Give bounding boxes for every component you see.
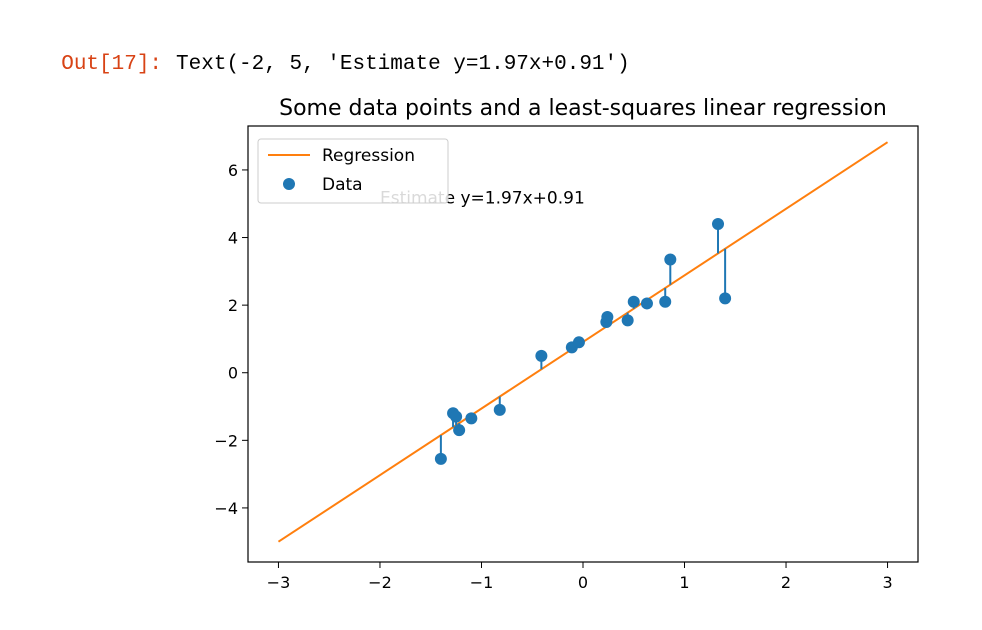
y-tick-label: −2 [214,431,238,450]
y-tick-label: 2 [228,296,238,315]
data-point [659,295,672,308]
data-point [664,253,677,266]
data-point [719,292,732,305]
data-point [601,310,614,323]
x-tick-label: 1 [679,573,689,592]
output-text: Text(-2, 5, 'Estimate y=1.97x+0.91') [176,53,630,76]
data-point [465,412,478,425]
data-point [453,424,466,437]
data-point [434,452,447,465]
x-tick-label: −1 [470,573,494,592]
chart-title: Some data points and a least-squares lin… [279,96,887,121]
x-tick-label: −3 [267,573,291,592]
data-point [493,403,506,416]
x-tick-label: 3 [882,573,892,592]
data-point [450,410,463,423]
x-tick-label: −2 [368,573,392,592]
data-point [627,295,640,308]
x-tick-label: 2 [781,573,791,592]
y-tick-label: 4 [228,229,238,248]
y-tick-label: 0 [228,364,238,383]
legend-label-regression: Regression [322,146,415,166]
x-tick-label: 0 [578,573,588,592]
y-tick-label: −4 [214,499,238,518]
y-tick-label: 6 [228,161,238,180]
data-point [640,297,653,310]
data-point [572,336,585,349]
legend-swatch-data [283,178,295,190]
data-point [712,218,725,231]
data-point [535,349,548,362]
legend-label-data: Data [322,175,363,195]
output-prompt: Out[17]: [61,53,163,76]
output-line: Out[17]: Text(-2, 5, 'Estimate y=1.97x+0.… [36,30,630,76]
data-point [621,314,634,327]
